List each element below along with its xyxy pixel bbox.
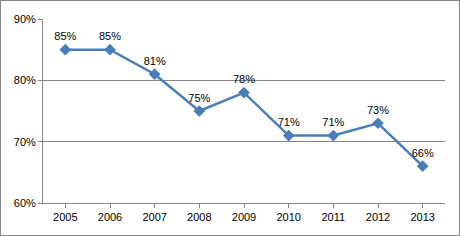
svg-text:2006: 2006 (98, 211, 122, 223)
svg-text:75%: 75% (188, 92, 210, 104)
svg-text:85%: 85% (99, 30, 121, 42)
svg-text:71%: 71% (322, 116, 344, 128)
svg-text:80%: 80% (14, 74, 36, 86)
svg-text:2011: 2011 (322, 211, 346, 223)
svg-text:66%: 66% (412, 147, 434, 159)
svg-text:70%: 70% (14, 136, 36, 148)
svg-text:71%: 71% (278, 116, 300, 128)
svg-text:78%: 78% (233, 73, 255, 85)
svg-text:2013: 2013 (410, 211, 434, 223)
svg-text:85%: 85% (54, 30, 76, 42)
svg-text:81%: 81% (144, 55, 166, 67)
svg-text:90%: 90% (14, 13, 36, 25)
svg-text:2005: 2005 (53, 211, 77, 223)
svg-text:60%: 60% (14, 197, 36, 209)
svg-text:2008: 2008 (187, 211, 211, 223)
svg-text:2009: 2009 (232, 211, 256, 223)
svg-text:73%: 73% (367, 104, 389, 116)
svg-text:2010: 2010 (276, 211, 300, 223)
svg-text:2012: 2012 (366, 211, 390, 223)
svg-text:2007: 2007 (142, 211, 166, 223)
